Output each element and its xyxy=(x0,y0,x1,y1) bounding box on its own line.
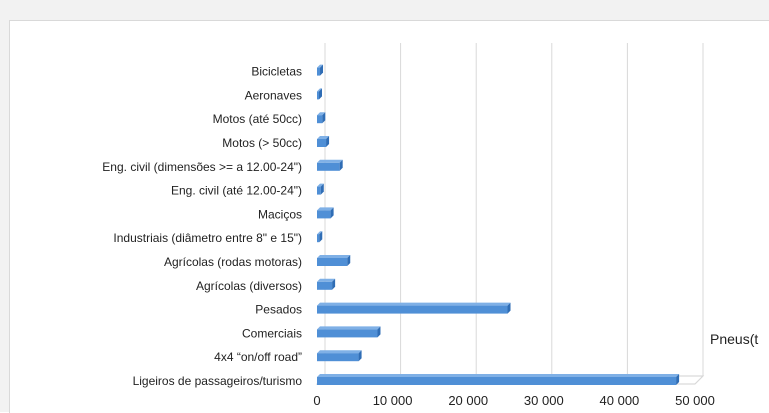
category-label: Bicicletas xyxy=(251,65,302,79)
bar-side-face xyxy=(319,231,323,243)
bar-front-face xyxy=(317,305,508,314)
category-label: Motos (> 50cc) xyxy=(222,136,302,150)
bar-side-face xyxy=(507,302,511,314)
category-label: Aeronaves xyxy=(245,88,302,102)
bar-front-face xyxy=(317,377,677,385)
bar-front-face xyxy=(317,67,321,76)
x-tick-label: 50 000 xyxy=(675,393,715,408)
bar-front-face xyxy=(317,210,331,219)
category-label: Comerciais xyxy=(242,326,302,340)
bar xyxy=(317,136,330,147)
bar-top-face xyxy=(317,255,351,258)
bar-side-face xyxy=(320,64,324,76)
bar-side-face xyxy=(330,207,334,219)
bar-top-face xyxy=(317,159,343,163)
bar-top-face xyxy=(317,183,324,187)
bar xyxy=(317,302,511,314)
bar xyxy=(317,64,324,76)
bar xyxy=(317,88,322,100)
chart-area: Ligeiros de passageiros/turismo 4x4 “on/o… xyxy=(9,20,769,413)
bar-chart: Ligeiros de passageiros/turismo 4x4 “on/o… xyxy=(102,43,758,408)
bar-side-face xyxy=(322,112,326,124)
category-label: Maciços xyxy=(258,207,302,221)
bar-side-face xyxy=(320,183,324,195)
bar-side-face xyxy=(332,278,336,290)
bar xyxy=(317,350,362,362)
bar-front-face xyxy=(317,115,323,124)
category-labels: Ligeiros de passageiros/turismo 4x4 “on/o… xyxy=(102,65,302,388)
bar xyxy=(317,255,351,266)
bar-top-face xyxy=(317,326,381,330)
x-tick-label: 40 000 xyxy=(600,393,640,408)
bar-side-face xyxy=(319,88,322,100)
bar xyxy=(317,326,381,338)
bar-top-face xyxy=(317,374,680,377)
bar-side-face xyxy=(676,374,680,385)
category-label: Agrícolas (diversos) xyxy=(196,279,302,293)
bar-front-face xyxy=(317,162,340,171)
x-tick-labels: 0 10 000 20 000 30 000 40 000 50 000 xyxy=(313,393,715,408)
category-label: Eng. civil (até 12.00-24") xyxy=(171,184,302,198)
x-tick-label: 0 xyxy=(313,393,320,408)
bar-side-face xyxy=(326,136,330,147)
bar-top-face xyxy=(317,231,323,235)
bar-front-face xyxy=(317,281,333,290)
bar-top-face xyxy=(317,350,362,354)
x-tick-label: 10 000 xyxy=(373,393,413,408)
bar-top-face xyxy=(317,136,330,139)
category-label: Motos (até 50cc) xyxy=(213,112,302,126)
bar xyxy=(317,159,343,171)
x-tick-label: 20 000 xyxy=(448,393,488,408)
bar-top-face xyxy=(317,302,511,306)
category-label: Industriais (diâmetro entre 8" e 15") xyxy=(113,231,302,245)
bar-front-face xyxy=(317,329,378,338)
bar xyxy=(317,207,334,219)
bar-front-face xyxy=(317,139,327,147)
gridline-base xyxy=(694,375,704,385)
x-tick-label: 30 000 xyxy=(524,393,564,408)
category-label: Eng. civil (dimensões >= a 12.00-24") xyxy=(102,160,302,174)
bar xyxy=(317,231,323,243)
bar-front-face xyxy=(317,91,319,100)
legend-series-name: Pneus(t xyxy=(710,331,758,347)
bar-side-face xyxy=(377,326,381,338)
bar-top-face xyxy=(317,64,324,68)
bar-front-face xyxy=(317,234,320,243)
category-label: Ligeiros de passageiros/turismo xyxy=(133,374,303,388)
bar-top-face xyxy=(317,112,326,116)
bar-top-face xyxy=(317,278,336,282)
bar-front-face xyxy=(317,258,348,266)
legend: Pneus(t xyxy=(710,331,758,347)
bar-side-face xyxy=(347,255,351,266)
bar xyxy=(317,112,326,124)
bar-layer xyxy=(317,64,680,385)
category-label: Pesados xyxy=(255,303,302,317)
bar xyxy=(317,183,324,195)
bar-side-face xyxy=(358,350,362,362)
bar xyxy=(317,374,680,385)
bar-front-face xyxy=(317,186,321,195)
category-label: 4x4 “on/off road” xyxy=(214,350,302,364)
bar xyxy=(317,278,336,290)
bar-front-face xyxy=(317,353,359,362)
bar-top-face xyxy=(317,88,322,92)
bar-top-face xyxy=(317,207,334,211)
category-label: Agrícolas (rodas motoras) xyxy=(164,255,302,269)
bar-side-face xyxy=(339,159,343,171)
